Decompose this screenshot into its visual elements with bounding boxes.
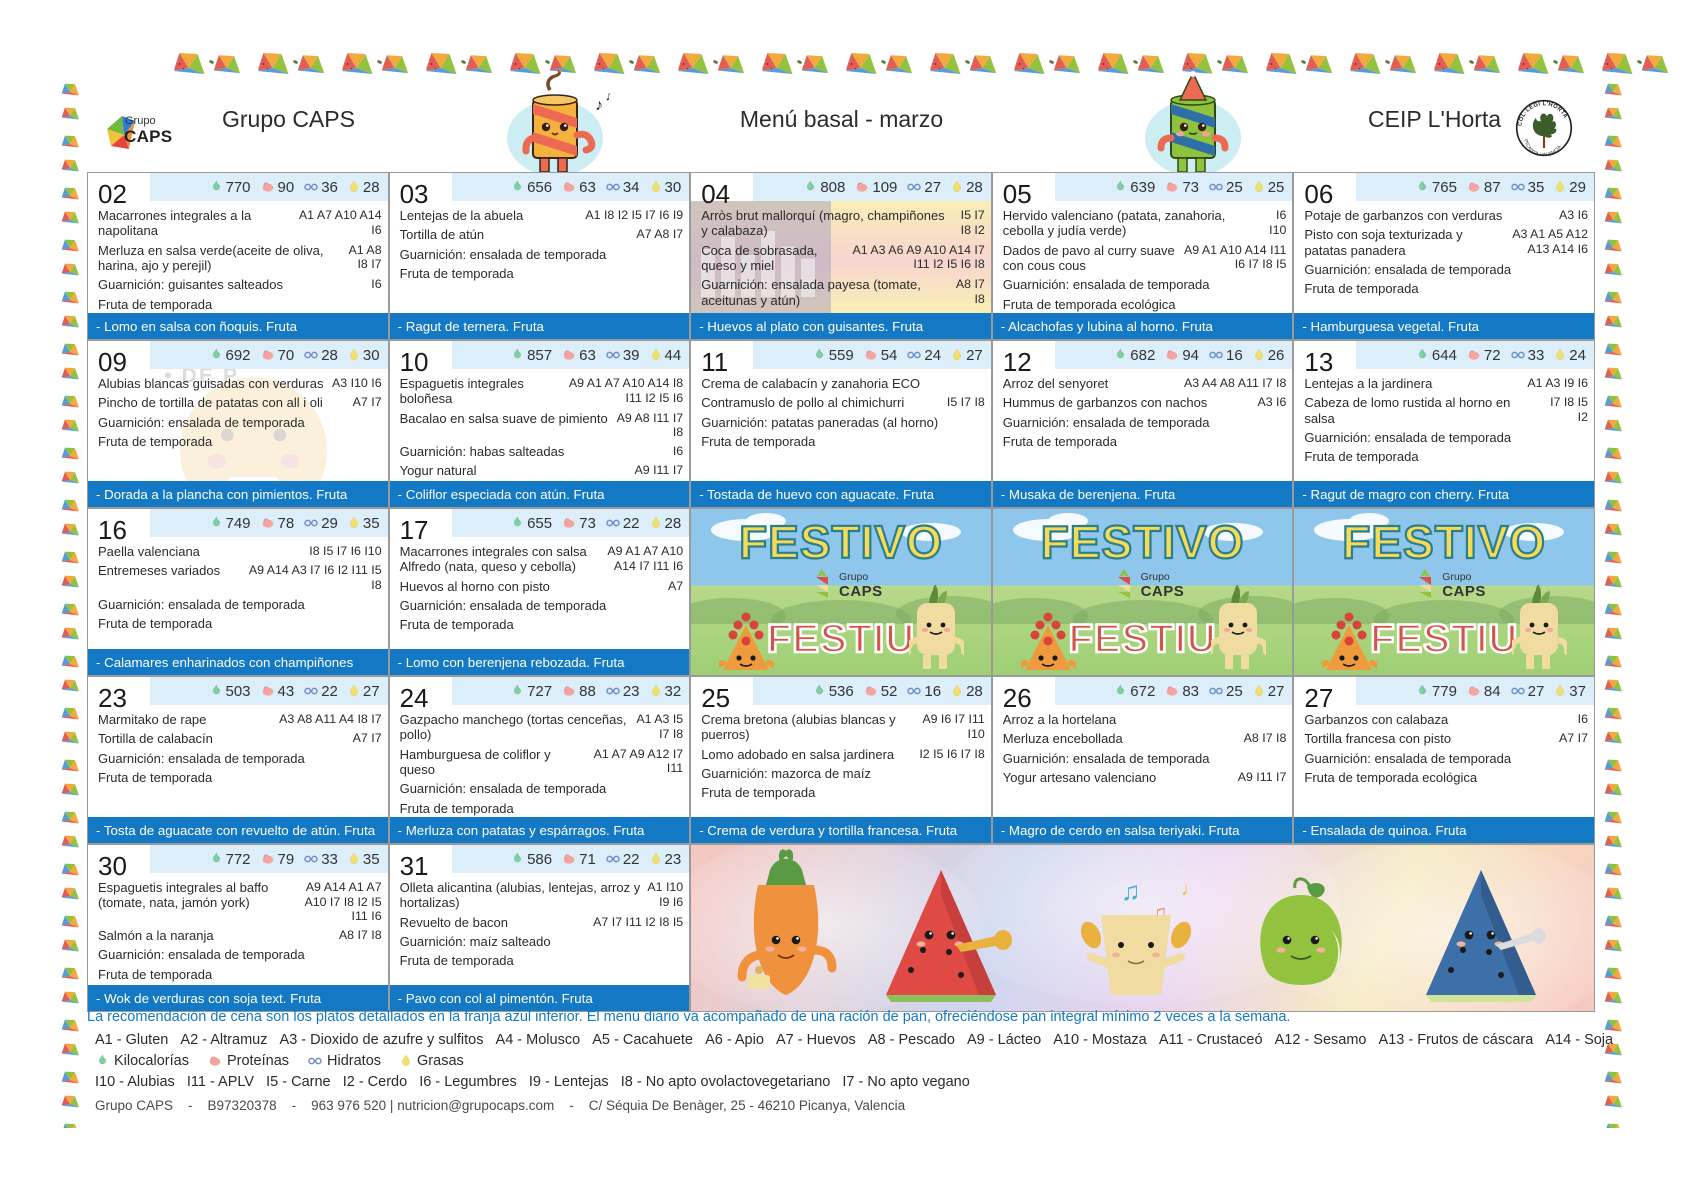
svg-text:♫: ♫ — [1121, 876, 1141, 906]
svg-text:♫: ♫ — [605, 88, 610, 103]
svg-text:♪: ♪ — [595, 97, 603, 114]
svg-text:♩: ♩ — [1181, 878, 1201, 900]
